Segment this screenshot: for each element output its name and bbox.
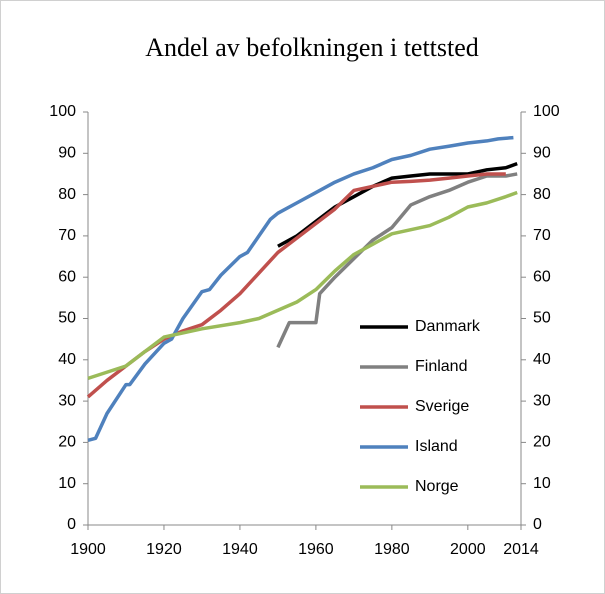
y-tick-label: 60 <box>58 268 76 285</box>
y2-tick-label: 70 <box>533 227 551 244</box>
legend-label: Sverige <box>415 398 469 415</box>
y2-tick-label: 30 <box>533 392 551 409</box>
series-line <box>87 190 518 381</box>
y2-tick-label: 0 <box>533 516 542 533</box>
y-tick-label: 40 <box>58 351 76 368</box>
legend-label: Danmark <box>415 318 481 335</box>
y-tick-label: 80 <box>58 186 76 203</box>
y2-tick-label: 60 <box>533 268 551 285</box>
x-tick-label: 1920 <box>146 541 182 558</box>
y2-tick-label: 40 <box>533 351 551 368</box>
y2-tick-label: 90 <box>533 145 551 162</box>
y2-tick-label: 50 <box>533 310 551 327</box>
y2-tick-label: 100 <box>533 103 560 120</box>
y-tick-label: 70 <box>58 227 76 244</box>
y-tick-label: 0 <box>67 516 76 533</box>
x-tick-label: 1980 <box>374 541 410 558</box>
y-tick-label: 100 <box>49 103 76 120</box>
x-tick-label: 2014 <box>503 541 539 558</box>
y-tick-label: 20 <box>58 434 76 451</box>
legend-label: Norge <box>415 478 459 495</box>
x-tick-label: 1960 <box>298 541 334 558</box>
y2-tick-label: 80 <box>533 186 551 203</box>
x-tick-label: 1940 <box>222 541 258 558</box>
chart-title: Andel av befolkningen i tettsted <box>145 33 479 62</box>
y-tick-label: 30 <box>58 392 76 409</box>
y2-tick-label: 10 <box>533 475 551 492</box>
x-tick-label: 1900 <box>70 541 106 558</box>
series-line <box>276 172 518 349</box>
legend-label: Finland <box>415 358 467 375</box>
y2-tick-label: 20 <box>533 434 551 451</box>
y-tick-label: 10 <box>58 475 76 492</box>
legend-label: Island <box>415 438 458 455</box>
series-line <box>87 135 514 443</box>
y-tick-label: 90 <box>58 145 76 162</box>
y-tick-label: 50 <box>58 310 76 327</box>
x-tick-label: 2000 <box>450 541 486 558</box>
